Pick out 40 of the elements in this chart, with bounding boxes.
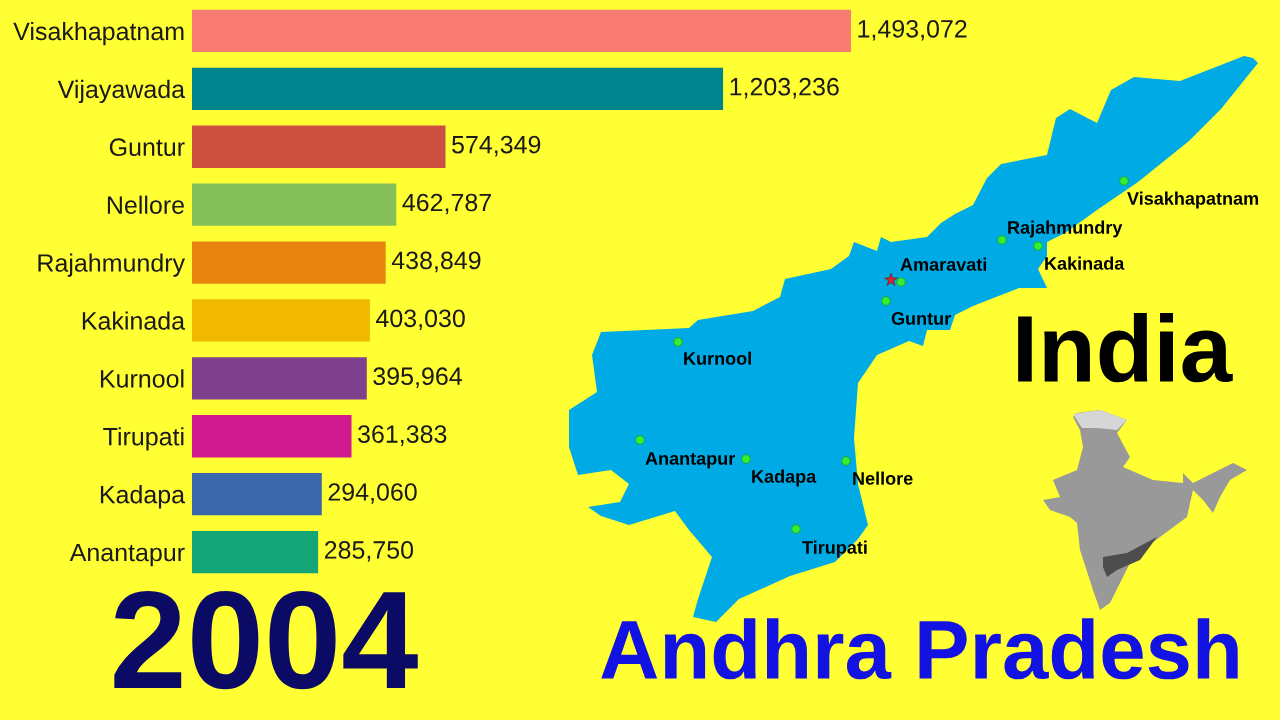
y-tick-label: Guntur [109, 138, 185, 157]
data-label: 574,349 [452, 135, 541, 157]
bar [192, 415, 352, 458]
bar [192, 530, 319, 574]
y-tick-label: Kadapa [100, 485, 186, 509]
bar [192, 125, 446, 168]
data-label: 395,964 [373, 367, 462, 389]
text: Guntur [891, 312, 951, 325]
data-label: 462,787 [402, 193, 491, 215]
bar [192, 241, 386, 284]
y-tick-label: Rajahmundry [38, 253, 186, 277]
data-label: 438,849 [391, 251, 481, 273]
text: Visakhapatnam [1127, 191, 1259, 209]
bar [192, 9, 851, 53]
data-label: 285,750 [324, 541, 414, 562]
text: India [1018, 312, 1233, 383]
data-label: 1,203,236 [730, 77, 839, 99]
bar [192, 67, 724, 110]
y-tick-label: Vijayawada [57, 79, 186, 104]
annotation: Anantapur [645, 452, 736, 469]
y-tick-label: Visakhapatnam [13, 21, 184, 46]
text: Kakinada [1045, 256, 1125, 270]
y-tick-label: Nellore [107, 195, 184, 214]
data-label: 361,383 [358, 425, 447, 446]
y-tick-label: Kakinada [82, 311, 186, 330]
text: Andhra Pradesh [601, 618, 1238, 680]
y-tick-label: Anantapur [69, 543, 185, 567]
text: 2004 [114, 590, 418, 690]
y-tick-label: Kurnool [100, 369, 184, 388]
bar [192, 183, 397, 226]
bar [192, 299, 370, 342]
y-tick-label: Tirupati [103, 427, 184, 451]
annotation: Kadapa [752, 469, 817, 487]
text: Amaravati [900, 257, 987, 271]
data-label: 403,030 [376, 309, 465, 331]
annotation: Kurnool [684, 351, 751, 365]
data-label: 1,493,072 [858, 19, 967, 41]
data-label: 294,060 [328, 483, 417, 504]
bar [192, 473, 322, 516]
bar [192, 357, 367, 400]
